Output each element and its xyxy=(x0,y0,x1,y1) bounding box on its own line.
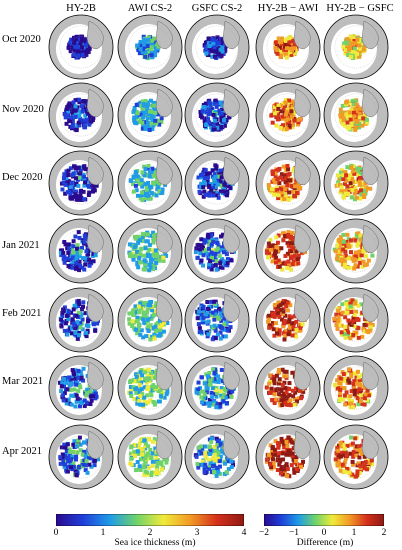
column-header-gsfc: GSFC CS-2 xyxy=(191,3,243,14)
thickness-colorbar-label: Sea ice thickness (m) xyxy=(114,538,196,548)
row-label-dec-2020: Dec 2020 xyxy=(2,172,43,183)
arctic-map xyxy=(323,424,389,490)
thickness-tick-3: 3 xyxy=(194,528,200,538)
row-label-feb-2021: Feb 2021 xyxy=(2,308,42,319)
arctic-map xyxy=(184,355,250,421)
row-label-jan-2021: Jan 2021 xyxy=(2,240,40,251)
column-header-hy2b-minus-awi: HY-2B − AWI xyxy=(257,3,319,14)
column-header-awi: AWI CS-2 xyxy=(127,3,173,14)
arctic-map xyxy=(323,82,389,148)
arctic-map xyxy=(117,287,183,353)
thickness-tick-2: 2 xyxy=(147,528,153,538)
arctic-map xyxy=(323,287,389,353)
arctic-map xyxy=(117,150,183,216)
difference-colorbar xyxy=(264,514,384,526)
arctic-map xyxy=(48,82,114,148)
arctic-map xyxy=(255,218,321,284)
arctic-map xyxy=(255,14,321,80)
difference-colorbar-label: Difference (m) xyxy=(296,538,354,548)
arctic-map xyxy=(255,355,321,421)
arctic-map xyxy=(184,82,250,148)
arctic-map xyxy=(48,218,114,284)
arctic-map xyxy=(255,287,321,353)
arctic-map xyxy=(117,82,183,148)
thickness-tick-0: 0 xyxy=(53,528,59,538)
thickness-tick-4: 4 xyxy=(241,528,247,538)
difference-tick-1: 1 xyxy=(351,528,357,538)
column-header-hy2b: HY-2B xyxy=(66,3,96,14)
arctic-map xyxy=(184,218,250,284)
arctic-map xyxy=(117,355,183,421)
difference-tick-neg1: −1 xyxy=(288,528,300,538)
difference-tick-2: 2 xyxy=(381,528,387,538)
arctic-map xyxy=(184,14,250,80)
arctic-map xyxy=(48,14,114,80)
arctic-map xyxy=(323,218,389,284)
arctic-map xyxy=(323,150,389,216)
row-label-oct-2020: Oct 2020 xyxy=(2,34,41,45)
arctic-map xyxy=(48,287,114,353)
arctic-map xyxy=(48,150,114,216)
arctic-map xyxy=(184,424,250,490)
arctic-map xyxy=(48,355,114,421)
column-header-hy2b-minus-gsfc: HY-2B − GSFC xyxy=(326,3,394,14)
arctic-map xyxy=(255,150,321,216)
arctic-map xyxy=(323,14,389,80)
arctic-map xyxy=(48,424,114,490)
row-label-mar-2021: Mar 2021 xyxy=(2,376,44,387)
row-label-nov-2020: Nov 2020 xyxy=(2,104,44,115)
arctic-map xyxy=(255,82,321,148)
row-label-apr-2021: Apr 2021 xyxy=(2,446,42,457)
arctic-map xyxy=(184,150,250,216)
difference-tick-0: 0 xyxy=(321,528,327,538)
thickness-colorbar xyxy=(56,514,244,526)
arctic-map xyxy=(117,218,183,284)
arctic-map xyxy=(117,14,183,80)
arctic-map xyxy=(184,287,250,353)
arctic-map xyxy=(255,424,321,490)
difference-tick-neg2: −2 xyxy=(258,528,270,538)
arctic-map xyxy=(117,424,183,490)
arctic-map xyxy=(323,355,389,421)
thickness-tick-1: 1 xyxy=(100,528,106,538)
